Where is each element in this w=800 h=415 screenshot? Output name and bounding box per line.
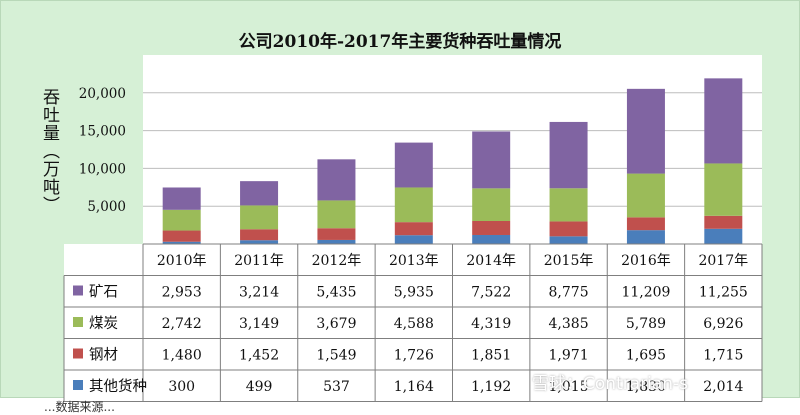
data-label: 5,435 (316, 285, 356, 301)
y-tick-label: 10,000 (79, 161, 126, 177)
plot-area (143, 55, 762, 244)
data-label: 300 (168, 379, 195, 395)
bar-segment (626, 217, 665, 231)
footnote: ...数据来源... (44, 400, 115, 414)
legend-label: 矿石 (89, 284, 118, 301)
data-label: 537 (323, 379, 350, 395)
chart-title: 公司2010年-2017年主要货种吞吐量情况 (238, 32, 562, 52)
legend-label: 煤炭 (89, 315, 118, 332)
bar-segment (626, 230, 665, 244)
bar-segment (162, 187, 201, 210)
data-label: 4,385 (549, 316, 589, 332)
bar-segment (317, 200, 356, 229)
bar-segment (472, 131, 511, 189)
x-tick-label: 2014年 (466, 253, 516, 269)
legend-label: 其他货种 (89, 378, 147, 395)
bar-segment (394, 142, 433, 188)
bar-segment (162, 209, 201, 231)
y-tick-label: 15,000 (79, 124, 126, 140)
data-label: 4,319 (471, 316, 511, 332)
data-label: 7,522 (471, 285, 511, 301)
data-label: 3,149 (239, 316, 279, 332)
x-tick-label: 2015年 (544, 253, 594, 269)
bar-segment (317, 239, 356, 244)
bar-segment (472, 234, 511, 244)
data-label: 3,214 (239, 285, 279, 301)
data-label: 11,209 (621, 285, 670, 301)
bar-segment (472, 188, 511, 221)
x-tick-label: 2011年 (234, 253, 284, 269)
bar-segment (240, 205, 279, 230)
data-label: 11,255 (699, 285, 748, 301)
bar-segment (394, 187, 433, 223)
data-label: 1,830 (626, 379, 666, 395)
x-tick-label: 2012年 (312, 253, 362, 269)
bar-segment (549, 121, 588, 189)
y-axis-label: 吞吐量（万吨） (39, 88, 59, 214)
bar-segment (317, 228, 356, 240)
data-label: 1,971 (549, 348, 589, 364)
data-label: 1,452 (239, 348, 279, 364)
data-label: 4,588 (394, 316, 434, 332)
data-label: 6,926 (703, 316, 743, 332)
legend-swatch (73, 317, 83, 327)
data-label: 8,775 (549, 285, 589, 301)
watermark: 雪球：Contrarian-s (532, 374, 689, 394)
x-tick-label: 2010年 (157, 253, 207, 269)
bar-segment (240, 181, 279, 206)
data-label: 1,851 (471, 348, 511, 364)
bar-segment (240, 240, 279, 244)
data-label: 499 (246, 379, 273, 395)
y-tick-label: 5,000 (87, 199, 126, 215)
data-label: 1,192 (471, 379, 511, 395)
x-tick-label: 2017年 (698, 253, 748, 269)
bar-segment (549, 188, 588, 222)
bar-segment (704, 78, 743, 164)
data-label: 5,789 (626, 316, 666, 332)
bar-segment (394, 235, 433, 244)
data-label: 3,679 (316, 316, 356, 332)
bar-segment (162, 230, 201, 242)
bar-segment (704, 228, 743, 244)
data-label: 2,014 (703, 379, 743, 395)
data-label: 1,015 (549, 379, 589, 395)
x-tick-label: 2016年 (621, 253, 671, 269)
bar-segment (626, 173, 665, 218)
bar-segment (394, 222, 433, 236)
data-label: 1,695 (626, 348, 666, 364)
bar-segment (162, 241, 201, 244)
data-label: 1,164 (394, 379, 434, 395)
bar-segment (549, 236, 588, 244)
data-label: 2,953 (162, 285, 202, 301)
bar-segment (549, 221, 588, 237)
bar-segment (317, 159, 356, 201)
data-label: 1,549 (316, 348, 356, 364)
bar-segment (240, 229, 279, 241)
bar-segment (704, 163, 743, 216)
data-label: 5,935 (394, 285, 434, 301)
stacked-bar-chart: -5,00010,00015,00020,0002010年2011年2012年2… (63, 55, 763, 402)
data-table-bg (64, 244, 762, 402)
data-label: 1,715 (703, 348, 743, 364)
bar-segment (626, 88, 665, 174)
legend-swatch (73, 348, 83, 359)
x-tick-label: 2013年 (389, 253, 439, 269)
legend-label: 钢材 (89, 347, 118, 364)
bar-segment (704, 215, 743, 229)
data-label: 1,480 (162, 348, 202, 364)
data-label: 1,726 (394, 348, 434, 364)
legend-swatch (73, 380, 83, 390)
y-tick-label: 20,000 (79, 86, 126, 102)
bar-segment (472, 220, 511, 235)
data-label: 2,742 (162, 316, 202, 332)
legend-swatch (73, 285, 83, 296)
